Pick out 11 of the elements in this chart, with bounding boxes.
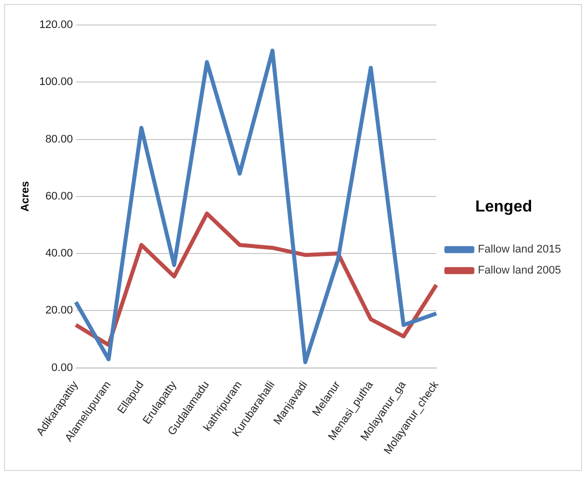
y-axis-title: Acres xyxy=(20,181,32,212)
y-tick-label: 20.00 xyxy=(45,304,73,317)
y-tick-label: 80.00 xyxy=(45,133,73,146)
legend-label: Fallow land 2005 xyxy=(478,264,562,277)
y-tick-label: 100.00 xyxy=(39,76,73,88)
y-tick-label: 0.00 xyxy=(51,362,73,374)
legend-label: Fallow land 2015 xyxy=(478,244,562,256)
y-tick-label: 120.00 xyxy=(39,19,73,32)
legend-title: Lenged xyxy=(475,198,532,216)
y-tick-label: 60.00 xyxy=(45,190,73,202)
y-tick-label: 40.00 xyxy=(45,248,73,260)
